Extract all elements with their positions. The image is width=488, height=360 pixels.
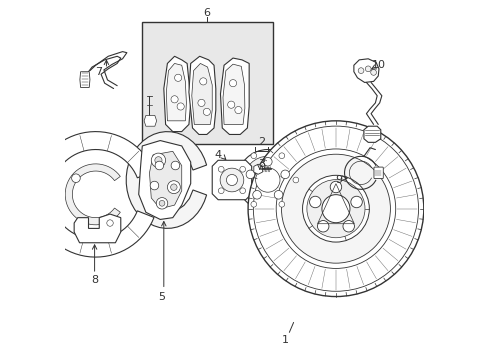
Circle shape [72,174,80,183]
Circle shape [199,78,206,85]
Polygon shape [363,126,380,142]
Circle shape [229,80,236,87]
Text: 4: 4 [214,150,222,160]
Circle shape [357,68,363,73]
Circle shape [159,201,164,206]
Polygon shape [74,214,121,243]
Circle shape [350,196,362,208]
Circle shape [306,180,364,238]
Polygon shape [191,63,212,125]
Text: 2: 2 [257,137,264,147]
Circle shape [150,181,159,190]
Circle shape [156,198,167,209]
Polygon shape [144,116,156,126]
Circle shape [274,190,282,199]
Circle shape [309,196,321,208]
Polygon shape [166,63,186,121]
Circle shape [155,157,162,164]
Circle shape [237,149,298,211]
Polygon shape [212,160,251,200]
Circle shape [220,168,244,192]
Circle shape [174,74,182,81]
Circle shape [255,168,280,192]
Circle shape [236,177,242,183]
Text: 1: 1 [282,334,288,345]
Circle shape [250,201,256,207]
Text: 9: 9 [334,175,341,185]
Circle shape [239,188,245,194]
Circle shape [247,121,423,297]
Polygon shape [126,132,206,228]
Circle shape [278,201,284,207]
Circle shape [278,153,284,159]
Polygon shape [80,72,90,87]
Text: 8: 8 [91,275,98,285]
Circle shape [218,188,224,194]
Circle shape [250,153,256,159]
Polygon shape [163,56,190,132]
Circle shape [252,190,261,199]
Circle shape [155,161,163,170]
Circle shape [280,170,289,179]
Text: 5: 5 [158,292,164,302]
Circle shape [342,221,354,232]
Text: 6: 6 [203,8,210,18]
Circle shape [171,96,178,103]
Circle shape [106,220,113,226]
Circle shape [276,149,395,269]
Text: 7: 7 [95,67,102,77]
Circle shape [263,157,271,166]
Circle shape [281,154,389,263]
Circle shape [329,181,341,193]
Circle shape [198,99,204,107]
Circle shape [171,161,180,170]
Circle shape [226,175,237,185]
Circle shape [292,177,298,183]
Polygon shape [353,59,378,82]
Circle shape [317,221,328,232]
Circle shape [239,166,245,172]
Circle shape [151,153,165,167]
Polygon shape [220,58,249,134]
Bar [142,22,273,144]
Text: 10: 10 [371,60,385,70]
Circle shape [245,170,254,179]
Circle shape [302,175,368,242]
Polygon shape [139,140,190,220]
Polygon shape [188,56,215,134]
Circle shape [370,69,376,75]
Circle shape [227,101,234,108]
Text: 3: 3 [257,159,264,169]
Circle shape [167,181,180,194]
Circle shape [365,66,370,72]
Circle shape [170,184,177,190]
Polygon shape [253,164,262,174]
Circle shape [244,156,291,204]
Circle shape [321,195,349,223]
FancyBboxPatch shape [373,167,383,179]
Polygon shape [65,164,120,225]
Circle shape [218,166,224,172]
Circle shape [203,108,210,116]
Polygon shape [149,151,182,209]
Circle shape [234,107,242,114]
Polygon shape [223,64,244,125]
Circle shape [177,103,184,110]
Polygon shape [33,132,154,257]
